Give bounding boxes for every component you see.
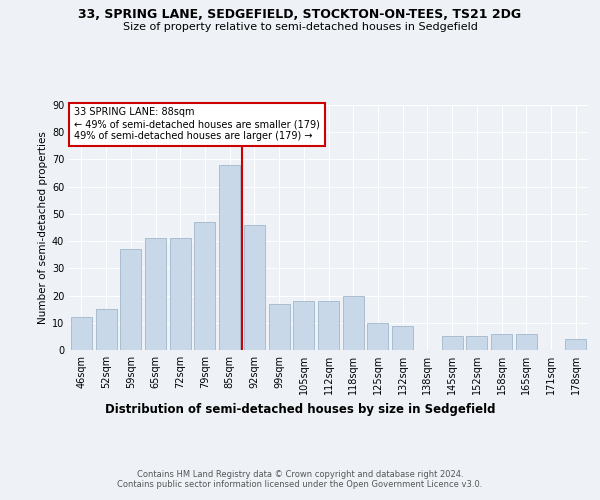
Bar bbox=[145, 238, 166, 350]
Bar bbox=[71, 318, 92, 350]
Bar bbox=[516, 334, 537, 350]
Bar bbox=[194, 222, 215, 350]
Text: Size of property relative to semi-detached houses in Sedgefield: Size of property relative to semi-detach… bbox=[122, 22, 478, 32]
Bar bbox=[318, 301, 339, 350]
Text: Contains HM Land Registry data © Crown copyright and database right 2024.
Contai: Contains HM Land Registry data © Crown c… bbox=[118, 470, 482, 490]
Bar bbox=[466, 336, 487, 350]
Text: 33, SPRING LANE, SEDGEFIELD, STOCKTON-ON-TEES, TS21 2DG: 33, SPRING LANE, SEDGEFIELD, STOCKTON-ON… bbox=[79, 8, 521, 20]
Bar bbox=[367, 323, 388, 350]
Text: Distribution of semi-detached houses by size in Sedgefield: Distribution of semi-detached houses by … bbox=[105, 402, 495, 415]
Bar bbox=[219, 165, 240, 350]
Bar bbox=[392, 326, 413, 350]
Bar bbox=[343, 296, 364, 350]
Bar bbox=[293, 301, 314, 350]
Bar bbox=[170, 238, 191, 350]
Text: 33 SPRING LANE: 88sqm
← 49% of semi-detached houses are smaller (179)
49% of sem: 33 SPRING LANE: 88sqm ← 49% of semi-deta… bbox=[74, 108, 320, 140]
Y-axis label: Number of semi-detached properties: Number of semi-detached properties bbox=[38, 131, 47, 324]
Bar bbox=[269, 304, 290, 350]
Bar bbox=[491, 334, 512, 350]
Bar bbox=[95, 309, 116, 350]
Bar bbox=[442, 336, 463, 350]
Bar bbox=[244, 225, 265, 350]
Bar bbox=[565, 339, 586, 350]
Bar bbox=[120, 250, 141, 350]
